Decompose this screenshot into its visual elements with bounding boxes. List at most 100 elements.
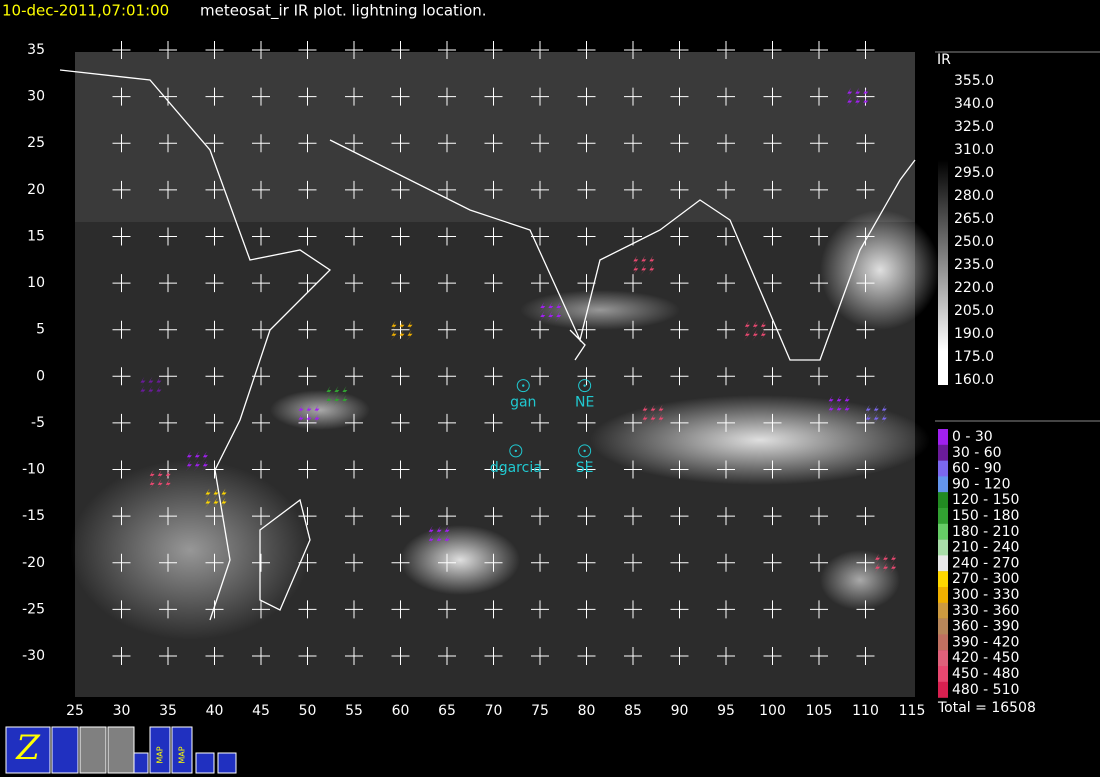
- map-button[interactable]: [149, 726, 171, 774]
- lightning-strike: [649, 413, 656, 425]
- grid-cross: [159, 367, 177, 386]
- grid-cross: [717, 507, 735, 526]
- lat-tick-label: 20: [27, 182, 45, 198]
- lightning-strike: [390, 329, 397, 341]
- grid-cross: [159, 41, 177, 59]
- lightning-strike: [846, 96, 853, 108]
- grid-cross: [252, 320, 270, 339]
- lightning-strike: [427, 534, 434, 546]
- satellite-image: [59, 52, 940, 697]
- grid-cross: [112, 600, 131, 619]
- station-marker: [516, 379, 530, 393]
- grid-cross: [205, 367, 224, 386]
- tool-button[interactable]: [133, 752, 149, 774]
- lon-tick-label: 70: [485, 703, 503, 719]
- grid-cross: [624, 600, 642, 619]
- grid-cross: [345, 553, 363, 572]
- grid-cross: [205, 320, 224, 339]
- grid-cross: [438, 41, 456, 59]
- lightning-strike: [406, 320, 413, 332]
- lightning-strike: [640, 255, 647, 267]
- grid-cross: [810, 647, 828, 665]
- tool-button[interactable]: [79, 726, 107, 774]
- lightning-strike: [640, 264, 647, 276]
- grid-cross: [531, 320, 549, 339]
- grid-cross: [484, 41, 503, 59]
- grid-cross: [531, 600, 549, 619]
- grid-cross: [252, 553, 270, 572]
- grid-cross: [205, 134, 224, 153]
- lightning-strike: [164, 469, 171, 481]
- grid-cross: [205, 87, 224, 106]
- grid-cross: [298, 87, 317, 106]
- lightning-strike: [341, 394, 348, 406]
- lightning-strike: [547, 302, 554, 314]
- ir-colorbar: [938, 160, 948, 385]
- grid-cross: [810, 320, 828, 339]
- grid-cross: [112, 227, 131, 246]
- legend-swatch: [938, 523, 948, 540]
- lightning-strike: [846, 87, 853, 99]
- legend-swatch: [938, 444, 948, 461]
- lightning-strike: [874, 553, 881, 565]
- lightning-strike: [406, 329, 413, 341]
- station-button[interactable]: [217, 752, 237, 774]
- lightning-strike: [201, 460, 208, 472]
- lon-tick-label: 50: [299, 703, 317, 719]
- lightning-strike: [201, 451, 208, 463]
- grid-cross: [345, 227, 363, 246]
- grid-button[interactable]: [195, 752, 215, 774]
- lightning-strike: [759, 329, 766, 341]
- lon-tick-label: 90: [671, 703, 689, 719]
- grid-cross: [577, 227, 596, 246]
- legend-label: 390 - 420: [952, 634, 1019, 650]
- lightning-strike: [193, 460, 200, 472]
- lightning-strike: [843, 395, 850, 407]
- grid-cross: [810, 367, 828, 386]
- lightning-strike: [648, 255, 655, 267]
- grid-cross: [112, 553, 131, 572]
- logo-button[interactable]: [5, 726, 51, 774]
- legend-label: 150 - 180: [952, 508, 1019, 524]
- legend-swatch: [938, 555, 948, 572]
- lightning-strike: [864, 413, 871, 425]
- grid-cross: [252, 460, 270, 479]
- tool-button[interactable]: [51, 726, 79, 774]
- grid-cross: [391, 180, 410, 199]
- legend-swatch: [938, 476, 948, 493]
- grid-cross: [484, 460, 503, 479]
- grid-cross: [438, 367, 456, 386]
- grid-cross: [391, 41, 410, 59]
- grid-cross: [763, 647, 782, 665]
- grid-cross: [624, 87, 642, 106]
- lightning-strike: [555, 311, 562, 323]
- grid-cross: [810, 87, 828, 106]
- legend-swatch: [938, 429, 948, 445]
- grid-cross: [252, 227, 270, 246]
- grid-cross: [624, 320, 642, 339]
- lightning-strike: [333, 385, 340, 397]
- grid-cross: [298, 460, 317, 479]
- legend-label: 210 - 240: [952, 540, 1019, 556]
- lightning-strike: [759, 320, 766, 332]
- grid-cross: [112, 413, 131, 432]
- grid-cross: [670, 227, 689, 246]
- grid-cross: [252, 134, 270, 153]
- grid-cross: [763, 41, 782, 59]
- grid-cross: [856, 553, 875, 572]
- grid-cross: [577, 460, 596, 479]
- grid-cross: [391, 274, 410, 293]
- lightning-strike: [147, 376, 154, 388]
- grid-cross: [438, 274, 456, 293]
- lightning-strike: [139, 385, 146, 397]
- lightning-strike: [854, 96, 861, 108]
- lightning-strike: [297, 413, 304, 425]
- tool-button[interactable]: [107, 726, 135, 774]
- grid-cross: [717, 134, 735, 153]
- lightning-strike: [313, 404, 320, 416]
- grid-cross: [159, 507, 177, 526]
- grid-cross: [763, 367, 782, 386]
- map-button[interactable]: [171, 726, 193, 774]
- grid-cross: [391, 87, 410, 106]
- grid-cross: [856, 180, 875, 199]
